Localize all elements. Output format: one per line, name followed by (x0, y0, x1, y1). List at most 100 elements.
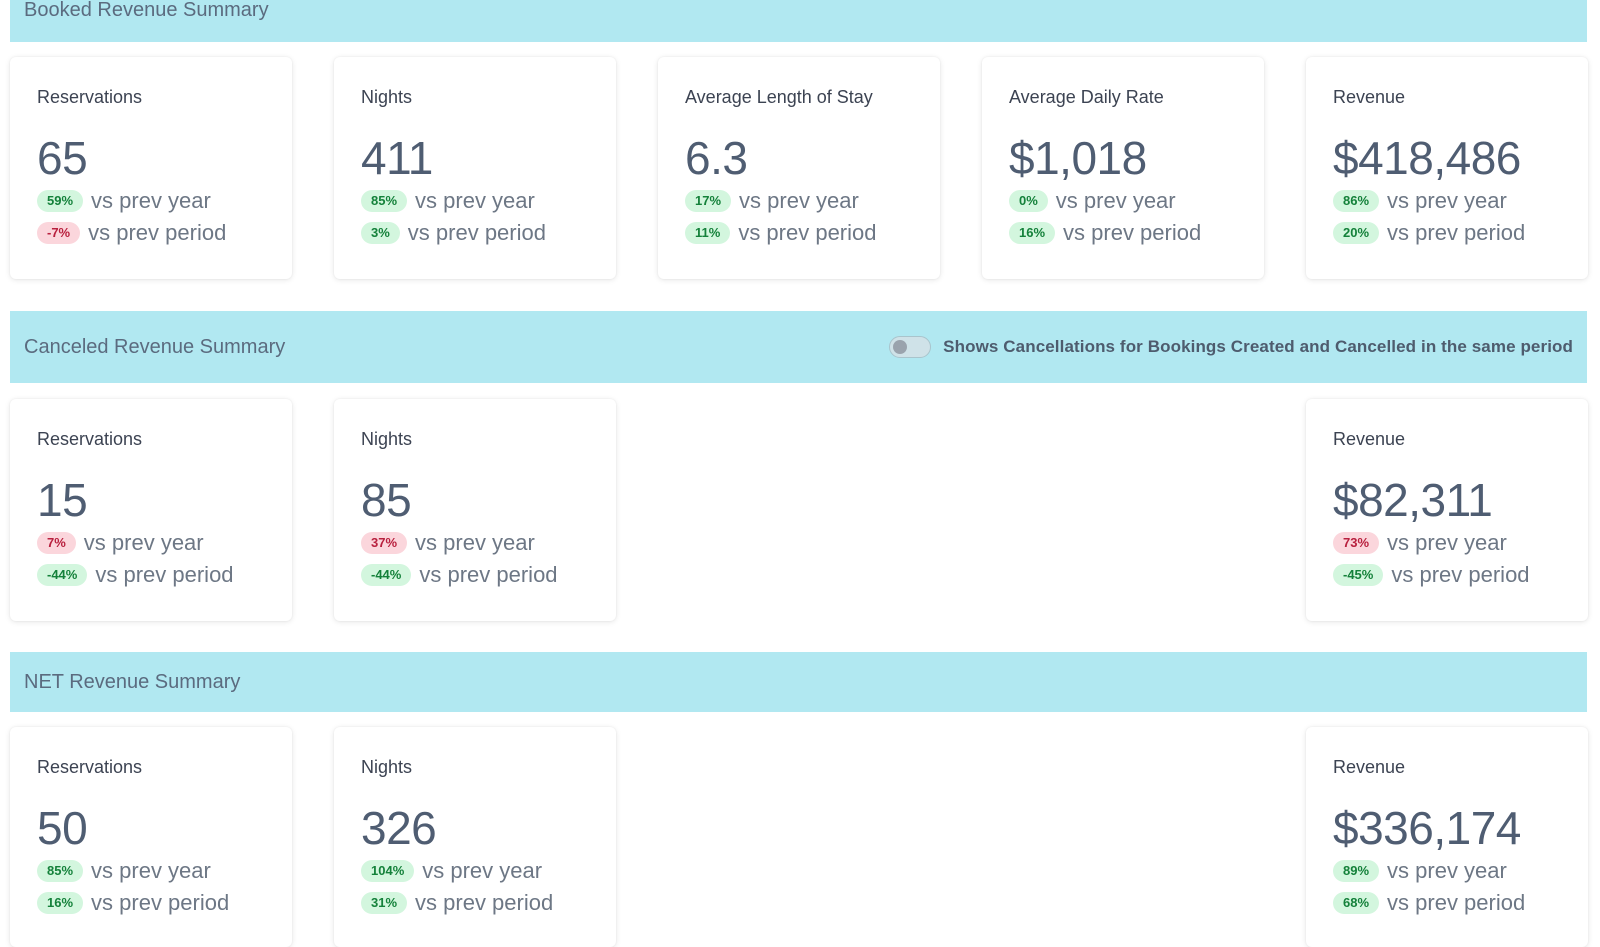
yoy-badge: 89% (1333, 860, 1380, 882)
yoy-caption: vs prev year (1387, 858, 1507, 883)
yoy-row: 86% vs prev year (1333, 188, 1507, 214)
card-value: 65 (37, 132, 88, 184)
pop-row: -44% vs prev period (37, 562, 234, 588)
yoy-row: 85% vs prev year (37, 858, 211, 884)
pop-row: 11% vs prev period (685, 220, 877, 246)
booked-section-title: Booked Revenue Summary (24, 0, 269, 21)
yoy-caption: vs prev year (422, 858, 543, 883)
card-value: 85 (361, 474, 412, 526)
card-label: Reservations (37, 429, 143, 449)
canceled-section-header: Canceled Revenue Summary Shows Cancellat… (10, 311, 1587, 383)
card-value: $418,486 (1333, 132, 1521, 184)
pop-badge: 20% (1333, 222, 1380, 244)
card-label: Nights (361, 757, 413, 777)
canceled-section-title: Canceled Revenue Summary (24, 335, 286, 358)
yoy-row: 89% vs prev year (1333, 858, 1507, 884)
yoy-caption: vs prev year (739, 188, 859, 213)
card-value: 6.3 (685, 132, 748, 184)
pop-row: 3% vs prev period (361, 220, 546, 246)
yoy-row: 7% vs prev year (37, 530, 204, 556)
pop-badge: 68% (1333, 892, 1380, 914)
yoy-row: 85% vs prev year (361, 188, 535, 214)
booked-nights-card: Nights 411 85% vs prev year 3% vs prev p… (334, 57, 616, 279)
yoy-badge: 7% (37, 532, 76, 554)
toggle-knob (893, 340, 908, 354)
canceled-reservations-card: Reservations 15 7% vs prev year -44% vs … (10, 399, 292, 621)
card-value: 411 (361, 132, 433, 184)
booked-section-header: Booked Revenue Summary (10, 0, 1587, 42)
booked-revenue-card: Revenue $418,486 86% vs prev year 20% vs… (1306, 57, 1588, 279)
card-value: $82,311 (1333, 474, 1493, 526)
pop-badge: -45% (1333, 564, 1384, 586)
pop-badge: 11% (685, 222, 731, 244)
pop-row: -45% vs prev period (1333, 562, 1530, 588)
yoy-caption: vs prev year (91, 858, 211, 883)
yoy-row: 73% vs prev year (1333, 530, 1507, 556)
pop-badge: 16% (1009, 222, 1056, 244)
card-value: 50 (37, 802, 88, 854)
pop-badge: 31% (361, 892, 408, 914)
card-label: Revenue (1333, 757, 1406, 777)
canceled-revenue-card: Revenue $82,311 73% vs prev year -45% vs… (1306, 399, 1588, 621)
card-label: Nights (361, 429, 413, 449)
yoy-caption: vs prev year (1387, 530, 1507, 555)
yoy-badge: 59% (37, 190, 84, 212)
yoy-caption: vs prev year (91, 188, 211, 213)
yoy-badge: 0% (1009, 190, 1048, 212)
pop-caption: vs prev period (415, 890, 554, 915)
pop-caption: vs prev period (1063, 220, 1202, 245)
yoy-caption: vs prev year (1055, 188, 1176, 213)
yoy-badge: 86% (1333, 190, 1380, 212)
pop-caption: vs prev period (1387, 220, 1526, 245)
pop-caption: vs prev period (1387, 890, 1526, 915)
yoy-row: 0% vs prev year (1009, 188, 1176, 214)
pop-row: 31% vs prev period (361, 890, 553, 916)
pop-caption: vs prev period (419, 562, 558, 587)
net-section-header: NET Revenue Summary (10, 652, 1587, 712)
card-label: Reservations (37, 87, 143, 107)
net-revenue-card: Revenue $336,174 89% vs prev year 68% vs… (1306, 727, 1588, 947)
pop-caption: vs prev period (88, 220, 227, 245)
card-value: 15 (37, 474, 88, 526)
yoy-badge: 17% (685, 190, 732, 212)
yoy-row: 37% vs prev year (361, 530, 535, 556)
pop-caption: vs prev period (738, 220, 877, 245)
yoy-row: 104% vs prev year (361, 858, 542, 884)
pop-caption: vs prev period (407, 220, 546, 245)
yoy-badge: 37% (361, 532, 408, 554)
pop-badge: -44% (361, 564, 412, 586)
booked-avg-daily-rate-card: Average Daily Rate $1,018 0% vs prev yea… (982, 57, 1264, 279)
card-label: Reservations (37, 757, 143, 777)
net-reservations-card: Reservations 50 85% vs prev year 16% vs … (10, 727, 292, 947)
card-label: Nights (361, 87, 413, 107)
pop-caption: vs prev period (91, 890, 230, 915)
card-label: Revenue (1333, 429, 1406, 449)
yoy-badge: 85% (37, 860, 84, 882)
yoy-caption: vs prev year (83, 530, 204, 555)
card-value: $1,018 (1009, 132, 1147, 184)
same-period-toggle-group: Shows Cancellations for Bookings Created… (889, 311, 1573, 383)
card-value: $336,174 (1333, 802, 1521, 854)
yoy-badge: 73% (1333, 532, 1380, 554)
card-value: 326 (361, 802, 437, 854)
pop-caption: vs prev period (1391, 562, 1530, 587)
same-period-toggle-label[interactable]: Shows Cancellations for Bookings Created… (943, 337, 1573, 356)
pop-row: 16% vs prev period (1009, 220, 1201, 246)
yoy-badge: 104% (361, 860, 415, 882)
pop-caption: vs prev period (95, 562, 234, 587)
pop-badge: -44% (37, 564, 88, 586)
card-label: Average Daily Rate (1009, 87, 1164, 107)
pop-row: -7% vs prev period (37, 220, 226, 246)
pop-badge: -7% (37, 222, 81, 244)
card-label: Revenue (1333, 87, 1406, 107)
pop-row: -44% vs prev period (361, 562, 558, 588)
yoy-badge: 85% (361, 190, 408, 212)
yoy-row: 17% vs prev year (685, 188, 859, 214)
pop-badge: 16% (37, 892, 84, 914)
net-nights-card: Nights 326 104% vs prev year 31% vs prev… (334, 727, 616, 947)
pop-row: 68% vs prev period (1333, 890, 1525, 916)
pop-row: 20% vs prev period (1333, 220, 1525, 246)
booked-reservations-card: Reservations 65 59% vs prev year -7% vs … (10, 57, 292, 279)
booked-avg-length-of-stay-card: Average Length of Stay 6.3 17% vs prev y… (658, 57, 940, 279)
same-period-toggle[interactable] (889, 336, 932, 358)
